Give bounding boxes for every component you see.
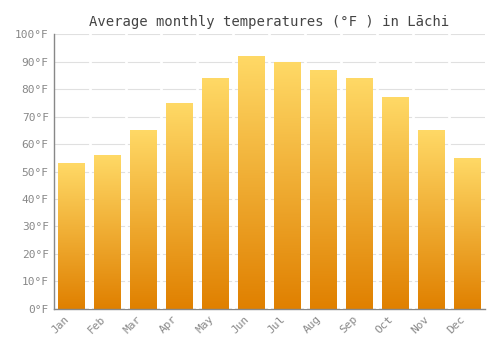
Title: Average monthly temperatures (°F ) in Lāchi: Average monthly temperatures (°F ) in Lā… — [89, 15, 450, 29]
